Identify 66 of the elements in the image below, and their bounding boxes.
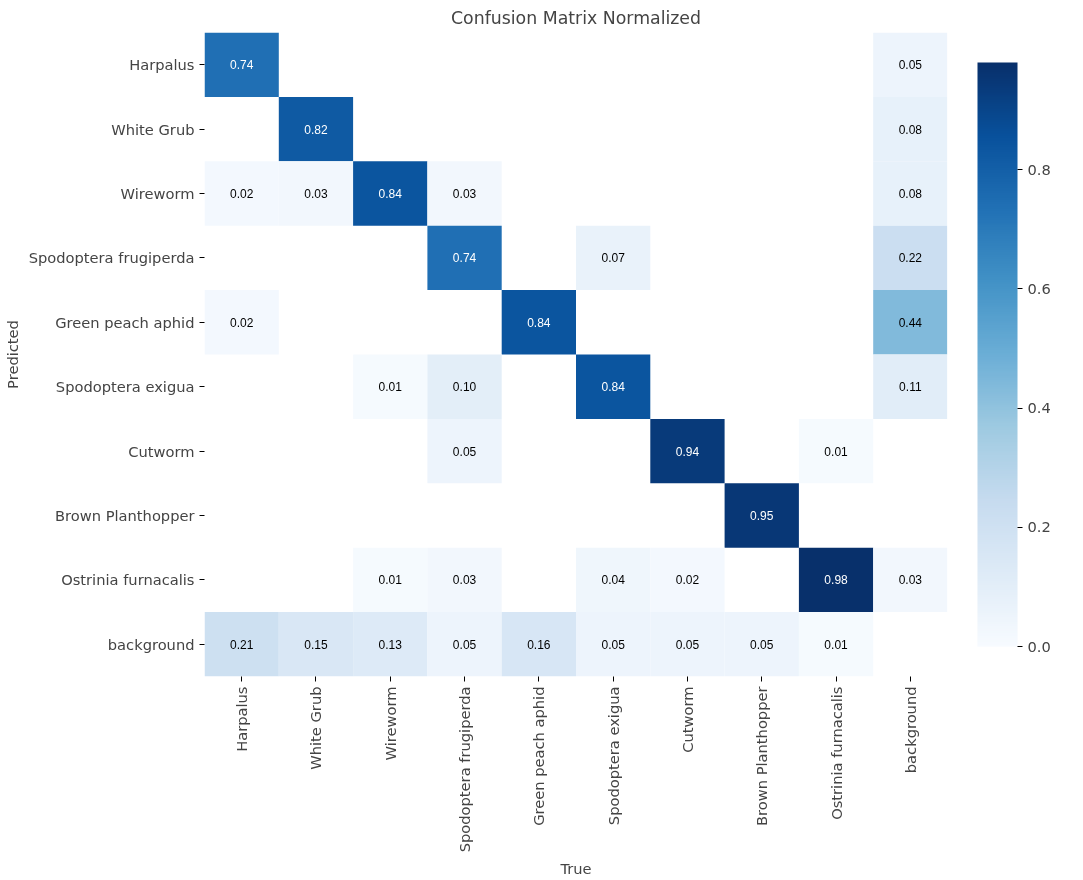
data-label: 0.02 bbox=[229, 187, 254, 201]
data-label: 0.05 bbox=[452, 637, 477, 652]
x-tick-label: background bbox=[901, 686, 919, 774]
x-tick-label: Green peach aphid bbox=[530, 686, 548, 826]
x-axis-title: True bbox=[559, 860, 592, 878]
data-label: 0.84 bbox=[601, 380, 626, 395]
x-tick-label: Cutworm bbox=[678, 686, 696, 753]
data-label: 0.98 bbox=[824, 573, 849, 588]
data-label: 0.16 bbox=[527, 637, 551, 652]
data-label: 0.05 bbox=[750, 637, 774, 652]
data-label: 0.08 bbox=[898, 122, 923, 137]
data-label: 0.02 bbox=[675, 573, 700, 588]
data-label: 0.15 bbox=[304, 637, 328, 652]
x-tick-label: Harpalus bbox=[233, 686, 251, 752]
data-label: 0.74 bbox=[452, 251, 477, 266]
data-label: 0.01 bbox=[378, 573, 403, 588]
y-axis-title: Predicted bbox=[3, 320, 21, 389]
data-label: 0.13 bbox=[378, 637, 403, 652]
color-bar-label: 0.6 bbox=[1027, 279, 1051, 297]
data-label: 0.10 bbox=[452, 380, 477, 395]
y-tick-label: Harpalus bbox=[129, 56, 195, 74]
x-tick-label: White Grub bbox=[307, 686, 325, 770]
y-tick-label: Brown Planthopper bbox=[55, 507, 196, 524]
x-tick-label: Ostrinia furnacalis bbox=[827, 686, 845, 820]
data-label: 0.11 bbox=[899, 380, 922, 395]
data-label: 0.05 bbox=[898, 58, 923, 73]
y-tick-label: background bbox=[107, 635, 195, 653]
data-label: 0.74 bbox=[229, 58, 254, 73]
data-label: 0.03 bbox=[898, 573, 923, 588]
y-tick-label: Spodoptera frugiperda bbox=[28, 249, 195, 267]
data-label: 0.03 bbox=[452, 187, 477, 201]
chart-title: Confusion Matrix Normalized bbox=[450, 7, 702, 28]
y-tick-label: Green peach aphid bbox=[55, 313, 195, 331]
y-tick-label: Wireworm bbox=[120, 185, 195, 202]
data-label: 0.05 bbox=[452, 444, 477, 459]
color-bar-label: 0.8 bbox=[1027, 160, 1051, 178]
data-label: 0.84 bbox=[527, 315, 551, 330]
data-label: 0.08 bbox=[898, 187, 923, 201]
data-label: 0.22 bbox=[898, 251, 923, 266]
data-label: 0.94 bbox=[675, 444, 700, 459]
x-tick-label: Spodoptera frugiperda bbox=[456, 686, 474, 853]
data-label: 0.01 bbox=[378, 380, 403, 395]
data-label: 0.21 bbox=[229, 637, 254, 652]
data-label: 0.03 bbox=[452, 573, 477, 588]
data-label: 0.95 bbox=[750, 509, 774, 523]
data-label: 0.01 bbox=[824, 444, 849, 459]
x-tick-label: Wireworm bbox=[381, 686, 399, 761]
x-tick-label: Brown Planthopper bbox=[753, 685, 771, 826]
data-label: 0.05 bbox=[675, 637, 700, 652]
y-tick-label: Cutworm bbox=[128, 442, 195, 460]
color-bar-label: 0.0 bbox=[1027, 637, 1051, 655]
data-label: 0.82 bbox=[304, 122, 328, 137]
data-label: 0.05 bbox=[601, 637, 626, 652]
data-label: 0.84 bbox=[378, 187, 403, 201]
data-label: 0.03 bbox=[304, 187, 328, 201]
y-tick-label: Ostrinia furnacalis bbox=[61, 571, 195, 589]
color-bar-label: 0.2 bbox=[1027, 518, 1051, 536]
data-label: 0.01 bbox=[824, 637, 849, 652]
x-tick-label: Spodoptera exigua bbox=[604, 686, 622, 826]
y-tick-label: White Grub bbox=[111, 120, 195, 138]
data-label: 0.04 bbox=[601, 573, 626, 588]
data-label: 0.07 bbox=[601, 251, 626, 266]
data-label: 0.44 bbox=[898, 315, 923, 330]
data-label: 0.02 bbox=[229, 315, 254, 330]
y-tick-label: Spodoptera exigua bbox=[55, 378, 195, 396]
color-bar-label: 0.4 bbox=[1027, 399, 1051, 417]
